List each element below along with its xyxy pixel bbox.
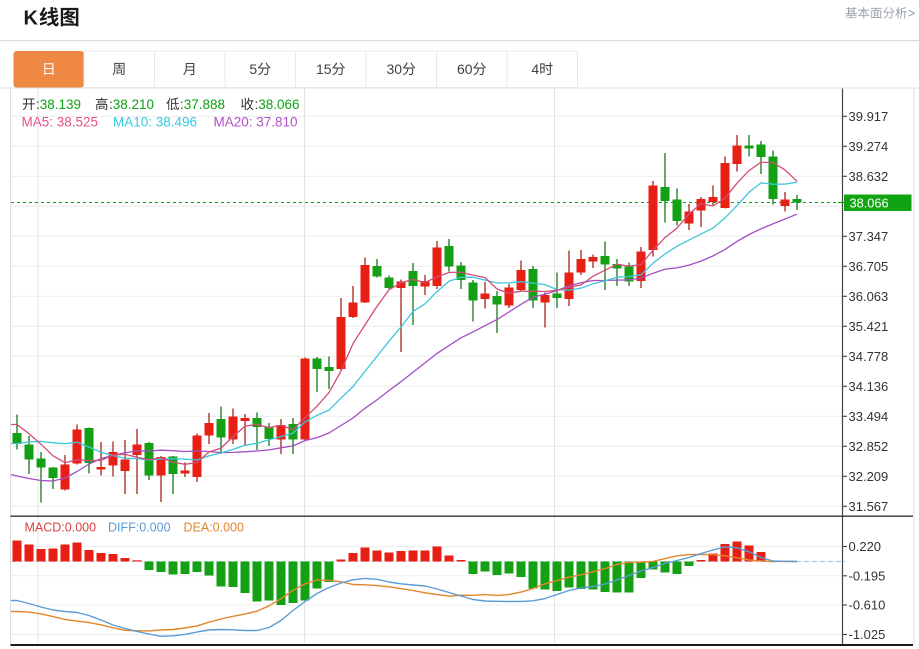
- svg-text:-0.195: -0.195: [849, 568, 886, 583]
- svg-text:DEA:0.000: DEA:0.000: [184, 521, 245, 535]
- svg-text:0: 0: [465, 61, 473, 77]
- svg-text:36.063: 36.063: [849, 289, 889, 304]
- svg-text:MA10: 38.496: MA10: 38.496: [113, 115, 197, 130]
- svg-text:31.567: 31.567: [849, 499, 889, 514]
- svg-text:33.494: 33.494: [849, 409, 889, 424]
- svg-text:38.066: 38.066: [850, 195, 889, 210]
- svg-text:5: 5: [249, 61, 257, 77]
- svg-text:MACD:0.000: MACD:0.000: [25, 521, 97, 535]
- svg-text:38.632: 38.632: [849, 169, 889, 184]
- svg-text:4: 4: [531, 61, 539, 77]
- svg-text:34.778: 34.778: [849, 349, 889, 364]
- svg-text:36.705: 36.705: [849, 259, 889, 274]
- svg-text:5: 5: [324, 61, 332, 77]
- svg-text:39.917: 39.917: [849, 109, 889, 124]
- svg-text:0: 0: [394, 61, 402, 77]
- svg-text:-1.025: -1.025: [849, 627, 886, 642]
- svg-text:32.852: 32.852: [849, 439, 889, 454]
- svg-text:34.136: 34.136: [849, 379, 889, 394]
- svg-text::38.210: :38.210: [109, 97, 154, 112]
- svg-text::38.066: :38.066: [255, 97, 300, 112]
- svg-text:MA5: 38.525: MA5: 38.525: [22, 115, 99, 130]
- svg-text:MA20: 37.810: MA20: 37.810: [214, 115, 298, 130]
- svg-text:35.421: 35.421: [849, 319, 889, 334]
- svg-text:K: K: [24, 8, 39, 30]
- svg-text:-0.610: -0.610: [849, 598, 886, 613]
- svg-text:37.347: 37.347: [849, 229, 889, 244]
- svg-text:0.220: 0.220: [849, 539, 882, 554]
- svg-text:6: 6: [457, 61, 465, 77]
- svg-text:>: >: [908, 7, 915, 21]
- svg-text::37.888: :37.888: [180, 97, 225, 112]
- svg-text:1: 1: [316, 61, 324, 77]
- svg-text::38.139: :38.139: [36, 97, 81, 112]
- svg-text:DIFF:0.000: DIFF:0.000: [108, 521, 171, 535]
- svg-text:3: 3: [387, 61, 395, 77]
- svg-text:32.209: 32.209: [849, 469, 889, 484]
- svg-text:39.274: 39.274: [849, 139, 889, 154]
